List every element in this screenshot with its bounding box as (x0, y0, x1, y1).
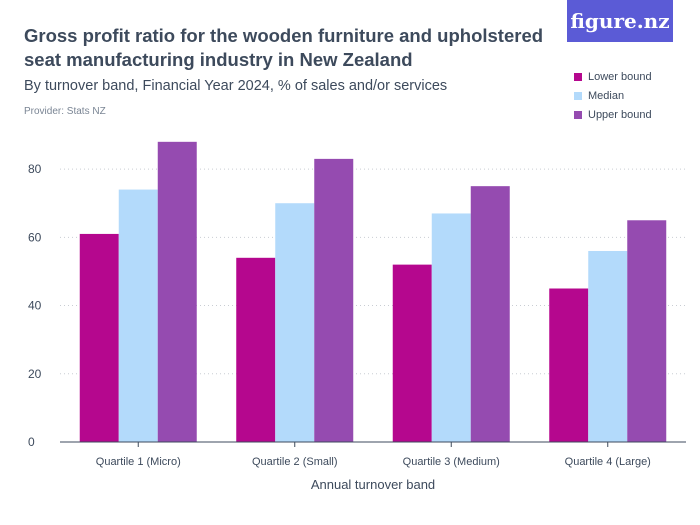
bar (118, 189, 158, 442)
bar (79, 233, 119, 442)
bar (275, 203, 315, 442)
legend-item-lower: Lower bound (574, 67, 652, 86)
legend-label-upper: Upper bound (588, 108, 652, 121)
x-tick-label: Quartile 1 (Micro) (96, 456, 181, 468)
bar (431, 213, 471, 442)
bar (157, 141, 197, 443)
x-tick-label: Quartile 2 (Small) (252, 456, 338, 468)
legend-label-lower: Lower bound (588, 70, 652, 83)
chart-subtitle: By turnover band, Financial Year 2024, %… (24, 78, 448, 94)
bar (627, 220, 667, 442)
bar (236, 257, 276, 442)
legend-label-median: Median (588, 89, 625, 102)
x-tick-label: Quartile 3 (Medium) (403, 456, 500, 468)
figure-nz-logo[interactable]: figure.nz (567, 0, 673, 42)
legend-item-median: Median (574, 86, 652, 105)
y-tick-label: 20 (28, 367, 42, 381)
bar (470, 186, 510, 442)
y-tick-label: 40 (28, 299, 42, 313)
chart-legend: Lower bound Median Upper bound (574, 67, 652, 124)
bar (314, 158, 354, 442)
legend-swatch-upper (574, 110, 582, 119)
provider-label: Provider: Stats NZ (24, 106, 106, 117)
y-tick-label: 80 (28, 162, 42, 176)
legend-swatch-median (574, 91, 582, 100)
y-tick-label: 60 (28, 230, 42, 244)
bar (392, 264, 432, 442)
chart-title: Gross profit ratio for the wooden furnit… (24, 25, 544, 70)
x-axis-title: Annual turnover band (311, 477, 435, 492)
x-tick-label: Quartile 4 (Large) (565, 456, 651, 468)
y-tick-label: 0 (28, 435, 35, 449)
legend-swatch-lower (574, 72, 582, 81)
legend-item-upper: Upper bound (574, 105, 652, 124)
bar (549, 288, 589, 442)
bar (588, 250, 628, 442)
